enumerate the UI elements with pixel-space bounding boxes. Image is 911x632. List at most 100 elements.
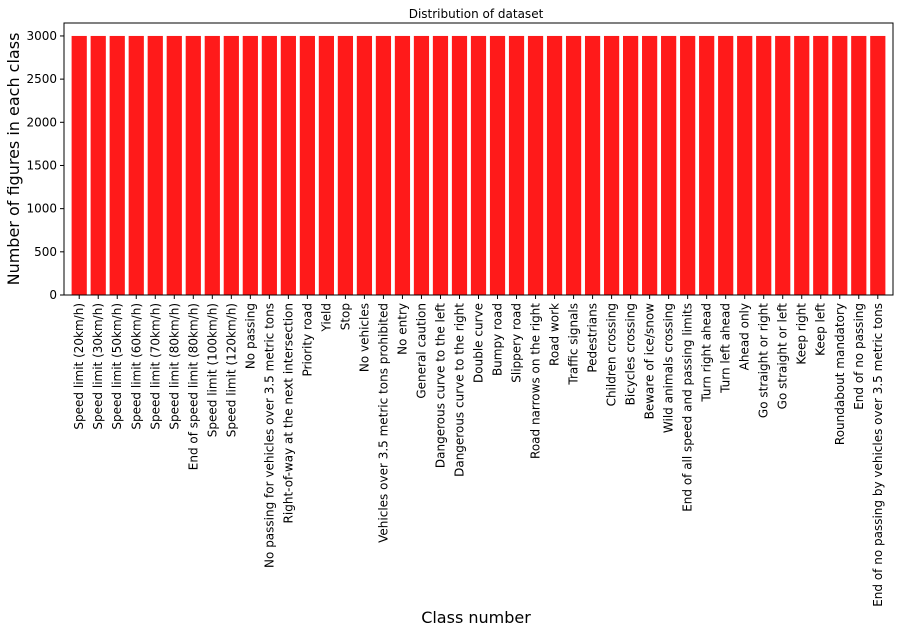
x-tick-label-2: Speed limit (50km/h) — [110, 303, 124, 430]
bar-2 — [109, 35, 125, 295]
x-tick-label-18: General caution — [414, 303, 428, 399]
bar-20 — [451, 35, 468, 295]
x-tick-label-17: No entry — [395, 303, 409, 355]
y-tick-label-5: 2500 — [26, 72, 57, 86]
bar-4 — [147, 35, 163, 295]
x-tick-label-34: Turn left ahead — [719, 303, 733, 394]
x-tick-label-32: End of all speed and passing limits — [681, 303, 695, 512]
bar-27 — [584, 35, 601, 295]
plot-frame — [63, 22, 894, 296]
x-tick-label-31: Wild animals crossing — [662, 303, 676, 433]
bar-31 — [661, 35, 677, 295]
bar-19 — [432, 35, 449, 295]
bar-8 — [223, 35, 239, 295]
x-tick-label-29: Bicycles crossing — [624, 303, 638, 405]
x-tick-label-41: End of no passing — [852, 303, 866, 410]
x-tick-label-36: Go straight or right — [757, 303, 771, 418]
x-axis-title: Class number — [421, 608, 531, 627]
y-tick-label-4: 2000 — [26, 115, 57, 129]
bar-17 — [394, 35, 411, 295]
bar-5 — [166, 35, 182, 295]
x-tick-label-7: Speed limit (100km/h) — [205, 303, 219, 437]
bar-29 — [623, 35, 639, 295]
x-tick-label-21: Double curve — [472, 303, 486, 383]
y-axis-title: Number of figures in each class — [4, 33, 23, 286]
bar-16 — [375, 35, 392, 295]
bar-0 — [71, 35, 87, 295]
bar-40 — [832, 35, 848, 295]
bar-18 — [413, 35, 430, 295]
bar-35 — [737, 35, 753, 295]
bar-34 — [718, 35, 734, 295]
bar-23 — [508, 35, 525, 295]
bar-36 — [756, 35, 772, 295]
y-tick-label-0: 0 — [49, 288, 57, 302]
y-tick-label-1: 500 — [34, 245, 57, 259]
x-tick-label-14: Stop — [338, 303, 352, 330]
x-tick-label-16: Vehicles over 3.5 metric tons prohibited — [376, 303, 390, 543]
bar-9 — [242, 35, 258, 295]
bar-24 — [527, 35, 544, 295]
bar-26 — [565, 35, 582, 295]
y-axis: 0 500 1000 1500 2000 2500 3000 — [26, 29, 64, 302]
bar-21 — [470, 35, 487, 295]
y-tick-label-6: 3000 — [26, 29, 57, 43]
x-tick-label-42: End of no passing by vehicles over 3.5 m… — [871, 303, 885, 607]
x-tick-label-6: End of speed limit (80km/h) — [186, 303, 200, 470]
bar-22 — [489, 35, 506, 295]
bar-13 — [318, 35, 334, 295]
x-tick-label-22: Bumpy road — [491, 303, 505, 376]
x-tick-label-3: Speed limit (60km/h) — [129, 303, 143, 430]
x-tick-label-33: Turn right ahead — [700, 303, 714, 403]
x-tick-label-9: No passing — [243, 303, 257, 369]
x-tick-label-23: Slippery road — [510, 303, 524, 383]
bar-28 — [603, 35, 620, 295]
x-tick-label-19: Dangerous curve to the left — [433, 303, 447, 468]
y-tick-label-3: 1500 — [26, 158, 57, 172]
bar-10 — [261, 35, 277, 295]
x-tick-label-10: No passing for vehicles over 3.5 metric … — [262, 303, 276, 568]
x-tick-label-26: Traffic signals — [567, 303, 581, 386]
bar-25 — [546, 35, 563, 295]
bar-14 — [337, 35, 354, 295]
x-tick-label-5: Speed limit (80km/h) — [167, 303, 181, 430]
bar-6 — [185, 35, 201, 295]
bar-3 — [128, 35, 144, 295]
x-tick-label-38: Keep right — [795, 303, 809, 365]
x-tick-label-15: No vehicles — [357, 303, 371, 372]
x-tick-label-30: Beware of ice/snow — [643, 303, 657, 420]
bar-1 — [90, 35, 106, 295]
y-tick-label-2: 1000 — [26, 202, 57, 216]
x-tick-label-35: Ahead only — [738, 303, 752, 370]
x-tick-label-13: Yield — [319, 303, 333, 333]
bar-32 — [680, 35, 696, 295]
x-tick-label-4: Speed limit (70km/h) — [148, 303, 162, 430]
bar-7 — [204, 35, 220, 295]
x-tick-label-28: Children crossing — [605, 303, 619, 406]
bar-41 — [851, 35, 867, 295]
x-tick-label-27: Pedestrians — [586, 303, 600, 373]
x-tick-label-0: Speed limit (20km/h) — [72, 303, 86, 430]
x-tick-label-1: Speed limit (30km/h) — [91, 303, 105, 430]
x-tick-label-24: Road narrows on the right — [529, 303, 543, 459]
x-tick-label-39: Keep left — [814, 303, 828, 356]
x-axis: Speed limit (20km/h) Speed limit (30km/h)… — [72, 295, 885, 607]
bar-15 — [356, 35, 373, 295]
x-tick-label-20: Dangerous curve to the right — [452, 303, 466, 477]
bar-11 — [280, 35, 296, 295]
bar-42 — [870, 35, 886, 295]
x-tick-label-12: Priority road — [300, 303, 314, 377]
bars-group — [71, 35, 886, 295]
bar-33 — [699, 35, 715, 295]
x-tick-label-11: Right-of-way at the next intersection — [281, 303, 295, 523]
x-tick-label-8: Speed limit (120km/h) — [224, 303, 238, 437]
bar-38 — [794, 35, 810, 295]
x-tick-label-25: Road work — [548, 303, 562, 366]
x-tick-label-40: Roundabout mandatory — [833, 303, 847, 445]
chart-title: Distribution of dataset — [409, 7, 544, 21]
bar-30 — [642, 35, 658, 295]
bar-39 — [813, 35, 829, 295]
x-tick-label-37: Go straight or left — [776, 303, 790, 410]
bar-37 — [775, 35, 791, 295]
